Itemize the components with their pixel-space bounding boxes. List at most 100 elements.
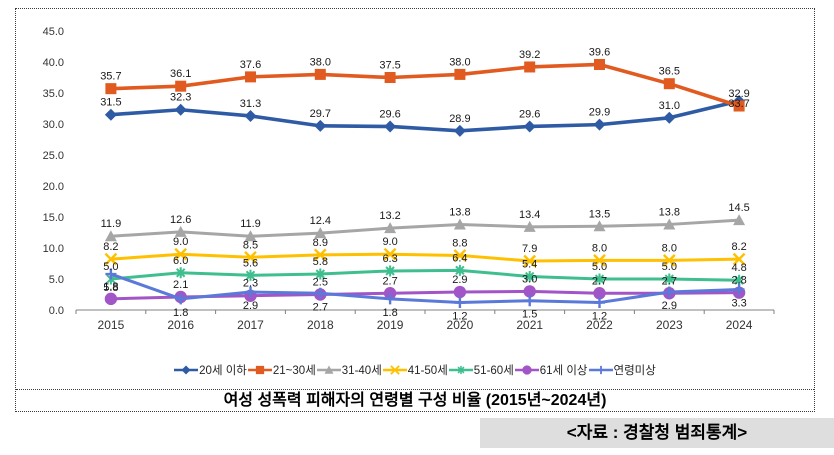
data-label: 31.0 — [659, 100, 680, 112]
data-label: 5.8 — [103, 282, 118, 294]
legend-item-2: 31-40세 — [316, 362, 382, 378]
data-label: 2.7 — [313, 301, 328, 313]
data-label: 5.4 — [522, 259, 537, 271]
data-label: 3.3 — [731, 298, 746, 310]
data-label: 13.8 — [449, 206, 470, 218]
data-label: 2.7 — [382, 275, 397, 287]
data-label: 2.5 — [313, 277, 328, 289]
data-label: 37.5 — [379, 60, 400, 72]
data-label: 6.4 — [452, 252, 467, 264]
data-label: 35.7 — [100, 71, 121, 83]
data-label: 8.9 — [313, 237, 328, 249]
y-tick-label: 25.0 — [43, 150, 64, 162]
legend-label: 31-40세 — [341, 365, 382, 377]
data-label: 5.0 — [662, 261, 677, 273]
legend-label: 21~30세 — [272, 365, 316, 377]
data-label: 8.5 — [243, 239, 258, 251]
data-label: 13.5 — [589, 208, 610, 220]
series-4 — [106, 264, 744, 286]
legend-label: 41-50세 — [407, 365, 448, 377]
data-label: 36.1 — [170, 68, 191, 80]
legend-item-4: 51-60세 — [448, 362, 514, 378]
legend-label: 20세 이하 — [199, 365, 247, 377]
series-2 — [104, 214, 746, 242]
data-label: 2.9 — [452, 274, 467, 286]
y-tick-label: 20.0 — [43, 181, 64, 193]
chart-title: 여성 성폭력 피해자의 연령별 구성 비율 (2015년~2024년) — [16, 389, 814, 411]
legend-label: 61세 이상 — [539, 365, 588, 377]
source-label: <자료 : 경찰청 범죄통계> — [480, 418, 834, 448]
legend-marker-icon — [514, 365, 539, 375]
data-label: 1.2 — [452, 311, 467, 323]
data-label: 8.0 — [662, 242, 677, 254]
x-tick-label: 2016 — [167, 318, 194, 332]
x-tick-label: 2018 — [307, 318, 334, 332]
y-tick-label: 40.0 — [43, 57, 64, 69]
x-axis — [75, 309, 775, 314]
series-0 — [104, 95, 746, 137]
data-label: 8.8 — [452, 237, 467, 249]
data-label: 7.9 — [522, 243, 537, 255]
data-label: 8.2 — [731, 241, 746, 253]
legend-marker-icon — [316, 365, 341, 374]
legend-label: 51-60세 — [473, 365, 514, 377]
x-tick-label: 2019 — [377, 318, 404, 332]
data-label: 2.7 — [662, 275, 677, 287]
data-label: 13.8 — [659, 206, 680, 218]
y-tick-label: 15.0 — [43, 212, 64, 224]
data-label: 39.2 — [519, 49, 540, 61]
data-label: 12.4 — [310, 215, 331, 227]
data-label: 2.9 — [662, 300, 677, 312]
data-label: 2.1 — [173, 279, 188, 291]
data-label: 14.5 — [728, 202, 749, 214]
data-label: 29.9 — [589, 107, 610, 119]
y-tick-label: 45.0 — [43, 26, 64, 38]
data-label: 9.0 — [382, 236, 397, 248]
data-label: 3.0 — [522, 273, 537, 285]
data-label: 4.8 — [731, 262, 746, 274]
data-label: 1.8 — [173, 307, 188, 319]
x-tick-label: 2020 — [447, 318, 474, 332]
legend-marker-icon — [448, 365, 473, 375]
data-label: 5.0 — [103, 261, 118, 273]
legend-item-6: 연령미상 — [588, 362, 656, 378]
data-label: 29.7 — [310, 108, 331, 120]
x-axis-labels: 2015 2016 2017 2018 2019 2020 2021 2022 2023 2024 — [98, 318, 753, 332]
y-tick-label: 0.0 — [49, 305, 64, 317]
data-label: 9.0 — [173, 236, 188, 248]
data-label: 38.0 — [449, 56, 470, 68]
y-axis-labels: 0.0 5.0 10.0 15.0 20.0 25.0 30.0 35.0 40.0 45.0 — [43, 26, 64, 317]
series-1 — [105, 58, 745, 112]
y-tick-label: 35.0 — [43, 88, 64, 100]
data-label: 11.9 — [101, 218, 122, 230]
data-label: 1.8 — [103, 281, 118, 293]
data-label: 32.9 — [728, 88, 749, 100]
x-tick-label: 2015 — [98, 318, 125, 332]
data-label: 5.8 — [313, 256, 328, 268]
data-label: 1.2 — [592, 311, 607, 323]
data-label: 13.4 — [519, 209, 540, 221]
data-label: 8.0 — [592, 242, 607, 254]
legend-marker-icon — [174, 365, 199, 375]
data-label: 5.0 — [592, 261, 607, 273]
legend-item-0: 20세 이하 — [174, 362, 247, 378]
data-label: 6.0 — [173, 255, 188, 267]
y-tick-label: 10.0 — [43, 243, 64, 255]
data-label: 31.5 — [100, 97, 121, 109]
data-label: 29.6 — [519, 108, 540, 120]
data-label: 2.9 — [243, 300, 258, 312]
data-label: 2.3 — [243, 278, 258, 290]
data-label: 6.3 — [382, 253, 397, 265]
data-label: 5.6 — [243, 257, 258, 269]
x-tick-label: 2022 — [586, 318, 613, 332]
x-tick-label: 2017 — [237, 318, 264, 332]
y-tick-label: 5.0 — [49, 274, 64, 286]
data-label: 8.2 — [103, 241, 118, 253]
legend-item-1: 21~30세 — [247, 362, 316, 378]
chart-legend: 20세 이하 21~30세 31-40세 41-50세 51-60세 61세 이상 연령미상 — [16, 361, 814, 379]
data-label: 39.6 — [589, 46, 610, 58]
x-tick-label: 2023 — [656, 318, 683, 332]
data-label: 1.8 — [382, 307, 397, 319]
series-3 — [104, 247, 746, 268]
data-label: 2.7 — [592, 275, 607, 287]
